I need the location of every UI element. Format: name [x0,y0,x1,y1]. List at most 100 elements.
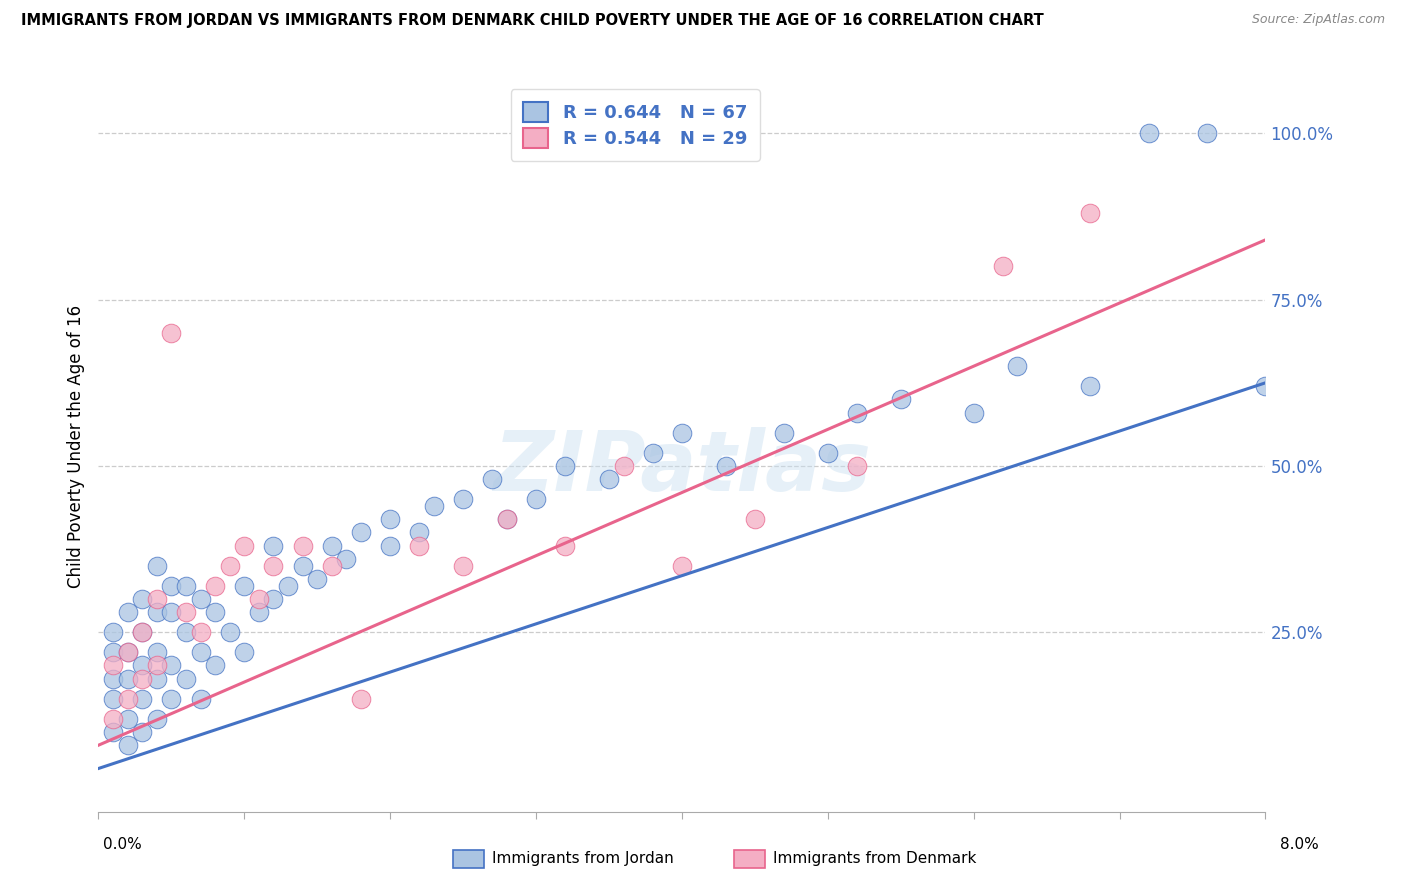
Point [641,445,664,459]
Point [350,691,373,706]
Point [233,579,256,593]
Point [160,691,183,706]
Point [174,625,197,640]
Point [380,539,402,553]
Point [131,672,153,686]
Point [350,525,373,540]
Point [671,558,693,573]
Point [190,625,212,640]
Point [598,472,620,486]
Point [101,672,124,686]
Point [131,591,153,606]
Point [233,645,256,659]
Point [714,458,737,473]
Point [744,512,766,526]
Point [1197,127,1219,141]
Text: IMMIGRANTS FROM JORDAN VS IMMIGRANTS FROM DENMARK CHILD POVERTY UNDER THE AGE OF: IMMIGRANTS FROM JORDAN VS IMMIGRANTS FRO… [21,13,1043,29]
Point [160,326,183,340]
Point [262,539,284,553]
Point [247,605,270,619]
Point [890,392,912,407]
Text: Immigrants from Denmark: Immigrants from Denmark [773,852,977,866]
Point [554,539,576,553]
Point [204,658,226,673]
Point [131,658,153,673]
Point [117,691,139,706]
Point [160,579,183,593]
Point [335,552,357,566]
Point [174,605,197,619]
Point [131,625,153,640]
Point [146,672,169,686]
Point [262,591,284,606]
Point [291,558,314,573]
Text: 0.0%: 0.0% [103,837,142,852]
Point [307,572,329,586]
Point [146,558,169,573]
Point [408,539,430,553]
Point [117,738,139,752]
Point [423,499,446,513]
Point [1007,359,1029,374]
Point [117,712,139,726]
Point [190,645,212,659]
Point [131,725,153,739]
Point [146,712,169,726]
Point [451,492,474,507]
Point [962,406,984,420]
Point [380,512,402,526]
Point [160,605,183,619]
Text: Immigrants from Jordan: Immigrants from Jordan [492,852,673,866]
Point [845,458,868,473]
Point [160,658,183,673]
Point [451,558,474,573]
Point [291,539,314,553]
Point [117,605,139,619]
Point [321,539,343,553]
Point [101,712,124,726]
Point [991,260,1014,274]
Point [146,658,169,673]
Point [1254,379,1277,393]
Point [218,625,240,640]
Point [131,625,153,640]
Point [233,539,256,553]
Point [101,645,124,659]
Point [101,691,124,706]
Point [101,658,124,673]
Point [131,691,153,706]
Point [101,625,124,640]
Point [773,425,796,440]
Point [101,725,124,739]
Point [117,645,139,659]
Text: 8.0%: 8.0% [1279,837,1319,852]
Point [408,525,430,540]
Point [204,605,226,619]
Point [146,645,169,659]
Point [671,425,693,440]
Point [218,558,240,573]
Point [1080,206,1102,220]
Text: Source: ZipAtlas.com: Source: ZipAtlas.com [1251,13,1385,27]
Point [117,672,139,686]
Point [174,579,197,593]
Point [204,579,226,593]
Point [117,645,139,659]
Point [190,691,212,706]
Point [247,591,270,606]
Text: ZIPatlas: ZIPatlas [494,427,870,508]
Point [524,492,547,507]
Point [1137,127,1160,141]
Point [845,406,868,420]
Point [554,458,576,473]
Point [321,558,343,573]
Point [146,605,169,619]
Point [262,558,284,573]
Point [1080,379,1102,393]
Point [146,591,169,606]
Point [817,445,839,459]
Point [277,579,299,593]
Y-axis label: Child Poverty Under the Age of 16: Child Poverty Under the Age of 16 [66,304,84,588]
Legend: R = 0.644   N = 67, R = 0.544   N = 29: R = 0.644 N = 67, R = 0.544 N = 29 [510,89,759,161]
Point [612,458,634,473]
